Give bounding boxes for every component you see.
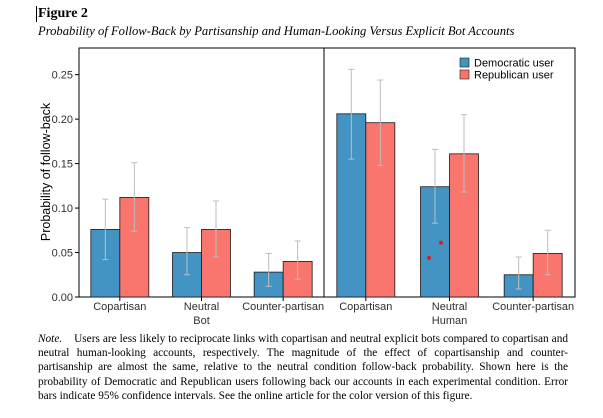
x-tick-label: Copartisan [93, 301, 146, 313]
figure-note: Note. Users are less likely to reciproca… [38, 332, 568, 403]
note-lead: Note. [38, 333, 63, 345]
y-tick-label: 0.00 [52, 292, 73, 304]
y-tick-label: 0.15 [52, 159, 73, 171]
y-tick-label: 0.10 [52, 203, 73, 215]
legend-label-republican: Republican user [474, 70, 554, 82]
x-tick-label: Counter-partisan [492, 301, 574, 313]
outlier-point [427, 255, 431, 260]
legend-swatch-democratic [459, 57, 470, 68]
note-text: Users are less likely to reciprocate lin… [38, 333, 568, 402]
text-cursor [36, 6, 37, 22]
y-tick-label: 0.25 [52, 70, 73, 82]
chart-marks [90, 68, 563, 298]
legend-swatch-republican [459, 69, 470, 80]
y-tick-label: 0.05 [52, 248, 73, 260]
x-tick-label: Neutral [432, 301, 467, 313]
panel-label-human: Human [432, 315, 467, 327]
x-tick-label: Copartisan [339, 301, 392, 313]
x-tick-label: Neutral [184, 301, 219, 313]
panel-label-bot: Bot [193, 315, 210, 327]
x-tick-label: Counter-partisan [242, 301, 324, 313]
legend-label-democratic: Democratic user [474, 58, 554, 70]
y-axis-label: Probability of follow-back [39, 102, 53, 241]
outlier-point [439, 240, 443, 245]
figure-label: Figure 2 [38, 6, 88, 21]
figure-caption: Probability of Follow-Back by Partisansh… [38, 24, 515, 38]
y-tick-label: 0.20 [52, 114, 73, 126]
follow-back-chart: 0.00 0.05 0.10 0.15 0.20 0.25 Copartisan Neutra… [39, 47, 576, 327]
